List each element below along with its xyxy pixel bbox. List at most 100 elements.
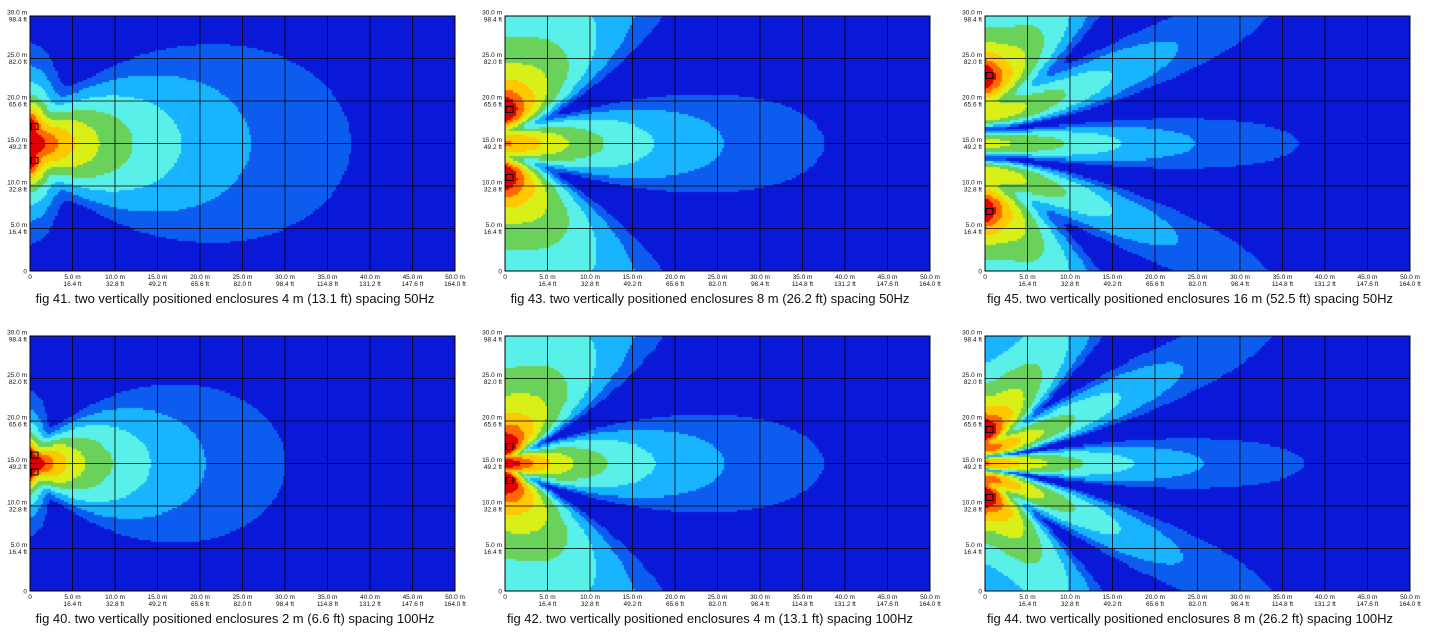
x-tick-label-ft: 131.2 ft (359, 601, 381, 608)
x-tick-label-m: 15.0 m (1103, 274, 1123, 281)
y-tick-label-m: 5.0 m (486, 542, 502, 549)
y-tick-label-m: 15.0 m (7, 457, 27, 464)
x-tick-label-m: 50.0 m (445, 274, 465, 281)
x-tick-label-m: 5.0 m (1019, 594, 1035, 601)
y-tick-label-m: 0 (498, 269, 502, 276)
x-tick-label-m: 15.0 m (1103, 594, 1123, 601)
plot-frame (984, 335, 1411, 592)
y-tick-label-ft: 16.4 ft (9, 549, 27, 556)
x-tick-label-m: 10.0 m (1060, 274, 1080, 281)
x-tick-label-m: 30.0 m (750, 274, 770, 281)
x-tick-label-ft: 32.8 ft (1061, 601, 1079, 608)
y-tick-label-ft: 65.6 ft (484, 422, 502, 429)
x-tick-label-m: 30.0 m (1230, 594, 1250, 601)
x-tick-label-ft: 98.4 ft (751, 601, 769, 608)
x-tick-label-m: 50.0 m (920, 274, 940, 281)
y-tick-label-m: 30.0 m (962, 10, 982, 17)
y-tick-label-m: 30.0 m (962, 330, 982, 337)
x-tick-label-ft: 32.8 ft (1061, 281, 1079, 288)
x-tick-label-m: 50.0 m (445, 594, 465, 601)
enclosure-marker (30, 123, 39, 130)
x-tick-label-ft: 147.6 ft (1357, 601, 1379, 608)
enclosure-marker (985, 208, 994, 215)
x-tick-label-ft: 147.6 ft (1357, 281, 1379, 288)
y-tick-label-ft: 49.2 ft (964, 464, 982, 471)
y-tick-label-ft: 65.6 ft (964, 422, 982, 429)
enclosure-marker (985, 426, 994, 433)
x-tick-label-m: 25.0 m (708, 274, 728, 281)
x-tick-label-ft: 82.0 ft (233, 601, 251, 608)
x-tick-label-ft: 49.2 ft (148, 601, 166, 608)
x-tick-label-ft: 16.4 ft (538, 281, 556, 288)
x-tick-label-ft: 131.2 ft (1314, 601, 1336, 608)
grid (30, 336, 455, 591)
x-tick-label-m: 35.0 m (793, 274, 813, 281)
y-tick-label-ft: 49.2 ft (484, 144, 502, 151)
x-tick-label-m: 10.0 m (580, 594, 600, 601)
y-tick-label-ft: 82.0 ft (964, 379, 982, 386)
x-tick-label-ft: 164.0 ft (444, 601, 466, 608)
x-tick-label-m: 10.0 m (1060, 594, 1080, 601)
x-tick-label-m: 45.0 m (1358, 594, 1378, 601)
x-tick-label-ft: 114.8 ft (792, 601, 813, 608)
panel-fig41: 30.0 m 98.4 ft 25.0 m 82.0 ft 20.0 m 65.6 ft 1… (0, 0, 470, 320)
enclosure-marker (30, 451, 39, 459)
x-tick-label-ft: 49.2 ft (1103, 281, 1121, 288)
x-tick-label-ft: 131.2 ft (834, 281, 856, 288)
y-tick-label-m: 5.0 m (11, 542, 27, 549)
x-tick-label-m: 45.0 m (878, 274, 898, 281)
y-tick-label-ft: 16.4 ft (484, 229, 502, 236)
grid (30, 16, 455, 271)
y-tick-label-m: 0 (23, 589, 27, 596)
x-tick-label-ft: 98.4 ft (1231, 601, 1249, 608)
x-tick-label-ft: 147.6 ft (402, 601, 424, 608)
x-tick-label-ft: 114.8 ft (1272, 601, 1293, 608)
y-tick-label-ft: 98.4 ft (484, 17, 502, 24)
x-tick-label-ft: 49.2 ft (148, 281, 166, 288)
x-tick-label-m: 10.0 m (580, 274, 600, 281)
enclosure-marker (505, 174, 514, 181)
x-tick-label-m: 50.0 m (1400, 274, 1420, 281)
x-tick-label-m: 45.0 m (403, 274, 423, 281)
y-tick-label-m: 15.0 m (482, 137, 502, 144)
x-tick-label-m: 45.0 m (403, 594, 423, 601)
y-tick-label-m: 15.0 m (7, 137, 27, 144)
y-tick-label-ft: 32.8 ft (9, 187, 27, 194)
x-tick-label-ft: 164.0 ft (1399, 601, 1421, 608)
x-tick-label-m: 25.0 m (1188, 594, 1208, 601)
y-tick-label-m: 5.0 m (966, 222, 982, 229)
enclosure-marker (30, 468, 39, 476)
x-tick-label-ft: 147.6 ft (877, 281, 899, 288)
enclosure-marker (985, 72, 994, 79)
y-tick-label-m: 25.0 m (482, 372, 502, 379)
caption-fig44: fig 44. two vertically positioned enclos… (986, 611, 1394, 626)
grid (985, 16, 1410, 271)
y-tick-label-ft: 82.0 ft (9, 59, 27, 66)
plot-frame (504, 15, 931, 272)
y-tick-label-m: 20.0 m (482, 95, 502, 102)
x-tick-label-ft: 164.0 ft (919, 601, 941, 608)
y-tick-label-ft: 82.0 ft (9, 379, 27, 386)
y-tick-label-ft: 82.0 ft (484, 379, 502, 386)
x-tick-label-m: 25.0 m (1188, 274, 1208, 281)
x-tick-label-m: 10.0 m (105, 274, 125, 281)
x-tick-label-ft: 16.4 ft (538, 601, 556, 608)
y-tick-label-ft: 98.4 ft (9, 337, 27, 344)
x-tick-label-m: 30.0 m (275, 594, 295, 601)
panel-fig45: 30.0 m 98.4 ft 25.0 m 82.0 ft 20.0 m 65.6 ft 1… (955, 0, 1425, 320)
grid (985, 336, 1410, 591)
y-tick-label-m: 10.0 m (7, 180, 27, 187)
x-tick-label-ft: 114.8 ft (317, 281, 338, 288)
y-tick-label-m: 30.0 m (7, 10, 27, 17)
x-tick-label-m: 45.0 m (1358, 274, 1378, 281)
y-tick-label-m: 0 (978, 269, 982, 276)
x-tick-label-ft: 114.8 ft (317, 601, 338, 608)
x-tick-label-ft: 98.4 ft (751, 281, 769, 288)
x-tick-label-ft: 32.8 ft (106, 601, 124, 608)
x-tick-label-m: 0 (503, 594, 507, 601)
x-tick-label-m: 5.0 m (64, 594, 80, 601)
x-tick-label-m: 40.0 m (1315, 274, 1335, 281)
x-tick-label-m: 40.0 m (835, 274, 855, 281)
